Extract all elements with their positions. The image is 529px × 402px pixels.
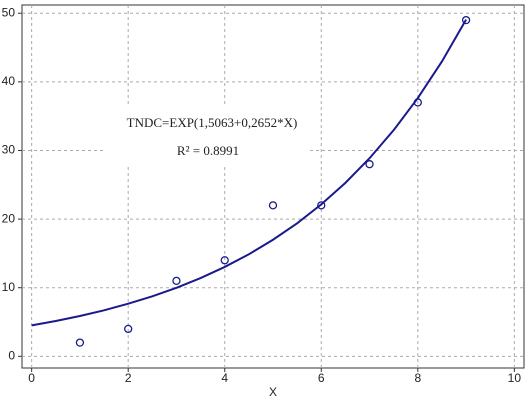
- y-tick-label: 0: [8, 349, 15, 363]
- fit-curve: [31, 19, 467, 327]
- plot-frame: [21, 4, 525, 369]
- data-point: [365, 160, 374, 169]
- y-tick-label: 30: [2, 143, 16, 157]
- data-point: [268, 201, 278, 210]
- x-tick-label: 8: [414, 371, 421, 385]
- y-tick-label: 10: [2, 280, 16, 294]
- annotation: TNDC=EXP(1,5063+0,2652*X): [127, 115, 298, 130]
- y-tick-label: 40: [2, 74, 16, 88]
- y-tick-label: 50: [2, 5, 16, 19]
- x-tick-label: 4: [221, 371, 228, 385]
- annotation-box: [105, 105, 310, 167]
- annotation: R² = 0.8991: [177, 143, 239, 158]
- data-point: [317, 201, 326, 210]
- data-point: [220, 256, 229, 265]
- x-tick-label: 0: [28, 371, 35, 385]
- data-point: [461, 15, 471, 25]
- x-axis-label: X: [269, 385, 277, 399]
- x-tick-label: 2: [125, 371, 132, 385]
- x-tick-label: 6: [318, 371, 325, 385]
- x-tick-label: 10: [508, 371, 522, 385]
- data-point: [75, 338, 85, 347]
- data-point: [172, 276, 181, 286]
- data-point: [124, 324, 133, 334]
- y-tick-label: 20: [2, 211, 16, 225]
